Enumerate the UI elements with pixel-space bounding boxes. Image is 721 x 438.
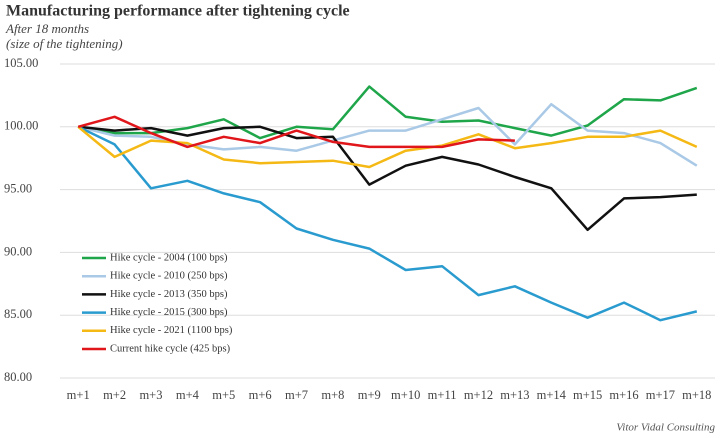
series-line — [77, 125, 698, 169]
x-tick-label: m+17 — [646, 388, 675, 402]
y-tick-label: 80.00 — [4, 370, 32, 384]
chart-subtitle: After 18 months — [5, 21, 89, 36]
y-tick-label: 100.00 — [4, 119, 38, 133]
x-tick-label: m+2 — [103, 388, 126, 402]
chart-subtitle: (size of the tightening) — [6, 36, 123, 51]
x-tick-label: m+6 — [249, 388, 272, 402]
x-tick-label: m+11 — [428, 388, 457, 402]
series-line — [78, 125, 697, 232]
series-line — [77, 85, 698, 140]
legend-label: Current hike cycle (425 bps) — [110, 343, 231, 354]
x-tick-label: m+13 — [500, 388, 529, 402]
legend-label: Hike cycle - 2004 (100 bps) — [110, 252, 228, 263]
legend-label: Hike cycle - 2015 (300 bps) — [110, 307, 228, 318]
legend-label: Hike cycle - 2013 (350 bps) — [110, 289, 228, 300]
legend-label: Hike cycle - 2021 (1100 bps) — [110, 325, 233, 336]
y-tick-label: 90.00 — [4, 244, 32, 258]
x-tick-label: m+7 — [285, 388, 308, 402]
x-tick-label: m+5 — [212, 388, 235, 402]
x-tick-label: m+1 — [67, 388, 90, 402]
legend-label: Hike cycle - 2010 (250 bps) — [110, 271, 228, 282]
source: Vitor Vidal Consulting — [616, 422, 715, 434]
chart-title: Manufacturing performance after tighteni… — [6, 3, 350, 20]
x-tick-label: m+4 — [176, 388, 200, 402]
y-tick-label: 85.00 — [4, 307, 32, 321]
x-tick-label: m+8 — [321, 388, 344, 402]
y-tick-label: 105.00 — [4, 56, 38, 70]
series-line — [77, 125, 698, 322]
x-tick-label: m+10 — [391, 388, 420, 402]
series-line — [77, 115, 515, 149]
x-tick-label: m+15 — [573, 388, 602, 402]
x-tick-label: m+3 — [139, 388, 162, 402]
x-tick-label: m+16 — [609, 388, 638, 402]
y-tick-label: 95.00 — [4, 181, 32, 195]
x-tick-label: m+12 — [464, 388, 493, 402]
x-tick-label: m+14 — [537, 388, 567, 402]
x-tick-label: m+18 — [682, 388, 711, 402]
x-tick-label: m+9 — [358, 388, 381, 402]
